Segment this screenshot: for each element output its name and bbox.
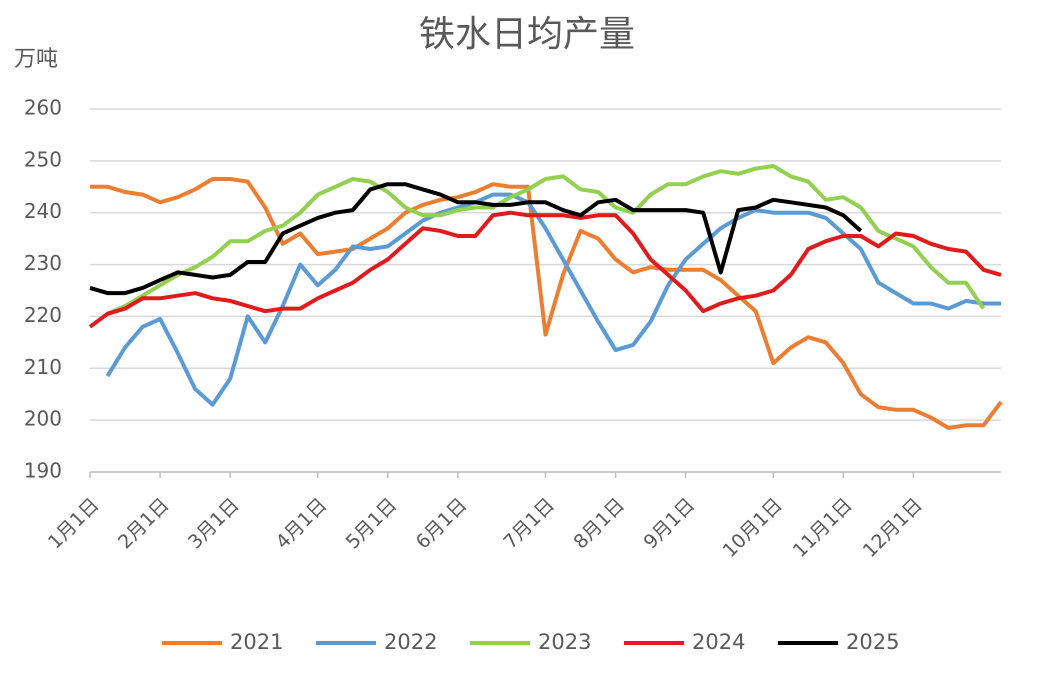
- y-tick-label: 250: [24, 147, 62, 171]
- chart-title: 铁水日均产量: [419, 14, 635, 55]
- series-line: [105, 192, 1001, 407]
- series-line: [88, 210, 1002, 329]
- series-line: [89, 182, 863, 296]
- legend-label: 2022: [384, 630, 437, 654]
- y-tick-label: 260: [24, 96, 62, 120]
- legend-label: 2021: [230, 630, 283, 654]
- y-tick-label: 230: [24, 251, 62, 275]
- x-tick-label: 7月1日: [499, 494, 559, 554]
- x-tick-label: 9月1日: [640, 494, 700, 554]
- legend-label: 2024: [692, 630, 745, 654]
- legend-label: 2023: [538, 630, 591, 654]
- y-tick-label: 220: [24, 303, 62, 327]
- x-tick-label: 2月1日: [114, 494, 174, 554]
- y-tick-label: 240: [24, 199, 62, 223]
- x-tick-label: 12月1日: [859, 494, 927, 562]
- x-tick-label: 5月1日: [342, 494, 402, 554]
- y-axis-label: 万吨: [14, 47, 58, 72]
- x-tick-label: 6月1日: [412, 494, 472, 554]
- x-tick-label: 11月1日: [789, 494, 857, 562]
- y-tick-label: 210: [24, 355, 62, 379]
- y-tick-label: 190: [24, 459, 62, 483]
- x-tick-label: 4月1日: [272, 494, 332, 554]
- x-tick-label: 10月1日: [719, 494, 787, 562]
- x-tick-label: 8月1日: [569, 494, 629, 554]
- y-tick-label: 200: [24, 407, 62, 431]
- x-tick-label: 3月1日: [184, 494, 244, 554]
- series-line: [106, 164, 986, 316]
- x-tick-label: 1月1日: [44, 494, 104, 554]
- series-line: [90, 177, 1003, 430]
- legend-label: 2025: [846, 630, 899, 654]
